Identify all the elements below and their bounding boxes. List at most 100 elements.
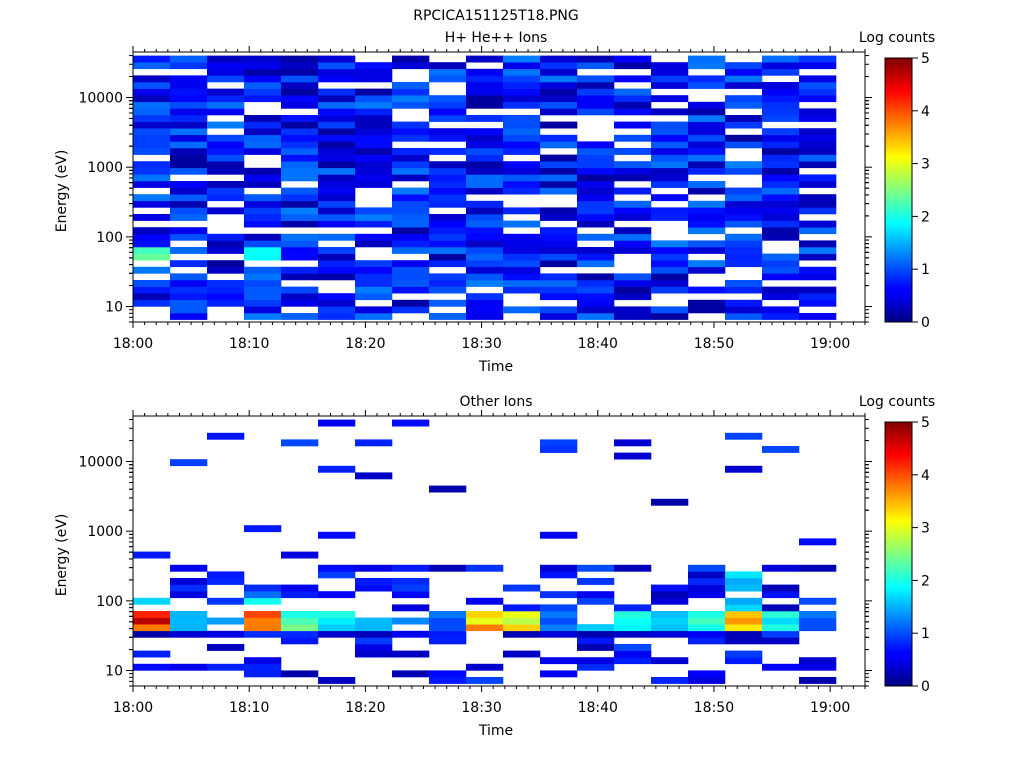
heatmap-cell — [540, 227, 578, 235]
heatmap-cell — [281, 253, 319, 261]
heatmap-cell — [281, 584, 319, 592]
heatmap-cell — [207, 571, 245, 579]
heatmap-cell — [392, 207, 430, 215]
heatmap-cell — [762, 214, 800, 221]
heatmap-cell — [318, 677, 356, 684]
heatmap-cell — [614, 101, 652, 109]
heatmap-cell — [725, 207, 763, 215]
heatmap-cell — [651, 134, 689, 142]
heatmap-cell — [207, 161, 245, 169]
heatmap-cell — [170, 214, 208, 221]
heatmap-cell — [170, 313, 208, 320]
heatmap-cell — [651, 95, 689, 103]
heatmap-cell — [799, 564, 837, 572]
heatmap-cell — [133, 121, 171, 129]
heatmap-cell — [281, 200, 319, 208]
heatmap-cell — [355, 167, 393, 175]
heatmap-cell — [355, 108, 393, 116]
panel-title: Other Ions — [459, 394, 532, 410]
heatmap-cell — [540, 293, 578, 301]
heatmap-cell — [577, 95, 615, 103]
heatmap-cell — [577, 82, 615, 89]
heatmap-cell — [207, 194, 245, 202]
heatmap-cell — [688, 306, 726, 314]
y-axis: 10 100 1000 10000 — [78, 55, 872, 323]
heatmap-cell — [466, 233, 504, 241]
heatmap-cell — [762, 253, 800, 261]
heatmap-cell — [614, 630, 652, 638]
heatmap-cell — [503, 617, 541, 625]
heatmap-cell — [688, 578, 726, 585]
heatmap-cell — [133, 161, 171, 169]
heatmap-cell — [133, 194, 171, 202]
heatmap-cell — [466, 293, 504, 301]
heatmap-cell — [355, 134, 393, 142]
heatmap-cell — [577, 293, 615, 301]
heatmap-cell — [762, 161, 800, 169]
heatmap-cell — [318, 611, 356, 618]
heatmap-cell — [355, 280, 393, 287]
heatmap-cell — [540, 75, 578, 83]
heatmap-cell — [281, 194, 319, 202]
heatmap-cell — [170, 62, 208, 70]
heatmap-cell — [725, 313, 763, 320]
heatmap-cell — [614, 286, 652, 294]
heatmap-cell — [651, 611, 689, 618]
heatmap-cell — [392, 266, 430, 274]
heatmap-cell — [392, 604, 430, 612]
heatmap-cell — [207, 101, 245, 109]
heatmap-cell — [503, 115, 541, 122]
heatmap-cell — [355, 564, 393, 572]
heatmap-cell — [651, 260, 689, 268]
heatmap-cell — [799, 220, 837, 228]
heatmap-cell — [170, 624, 208, 632]
heatmap-cell — [466, 220, 504, 228]
heatmap-cell — [651, 591, 689, 599]
heatmap-cell — [503, 121, 541, 129]
x-tick-label: 19:00 — [810, 336, 850, 352]
heatmap-cell — [429, 313, 467, 320]
heatmap-cell — [133, 624, 171, 632]
heatmap-cell — [170, 630, 208, 638]
heatmap-cell — [355, 266, 393, 274]
heatmap-cell — [799, 75, 837, 83]
heatmap-cell — [318, 214, 356, 221]
heatmap-cell — [281, 220, 319, 228]
heatmap-cell — [318, 531, 356, 539]
heatmap-cell — [799, 611, 837, 618]
y-tick-label: 10000 — [78, 455, 123, 471]
heatmap-cell — [170, 299, 208, 307]
heatmap-cell — [799, 617, 837, 625]
heatmap-cell — [762, 446, 800, 453]
heatmap-cell — [133, 62, 171, 70]
heatmap-cell — [355, 624, 393, 632]
x-tick-label: 18:40 — [578, 700, 618, 716]
heatmap-cell — [503, 128, 541, 136]
heatmap-cell — [318, 128, 356, 136]
heatmap-cell — [355, 240, 393, 248]
heatmap-cell — [318, 617, 356, 625]
heatmap-cell — [244, 597, 282, 605]
heatmap-cell — [392, 194, 430, 202]
heatmap-cell — [207, 207, 245, 215]
heatmap-cell — [133, 247, 171, 254]
heatmap-cell — [318, 161, 356, 169]
heatmap-cell — [355, 637, 393, 645]
heatmap-cell — [318, 233, 356, 241]
heatmap-cell — [577, 286, 615, 294]
heatmap-cell — [170, 75, 208, 83]
heatmap-cell — [688, 677, 726, 684]
heatmap-cell — [170, 88, 208, 96]
heatmap-cell — [577, 253, 615, 261]
heatmap-cell — [133, 134, 171, 142]
heatmap-cell — [688, 181, 726, 188]
heatmap-cell — [133, 630, 171, 638]
heatmap-cell — [244, 214, 282, 221]
heatmap-cell — [207, 108, 245, 116]
heatmap-cell — [762, 101, 800, 109]
heatmap-cell — [540, 604, 578, 612]
heatmap-cell — [688, 207, 726, 215]
heatmap-cell — [244, 584, 282, 592]
heatmap-cell — [503, 55, 541, 63]
heatmap-cell — [318, 200, 356, 208]
